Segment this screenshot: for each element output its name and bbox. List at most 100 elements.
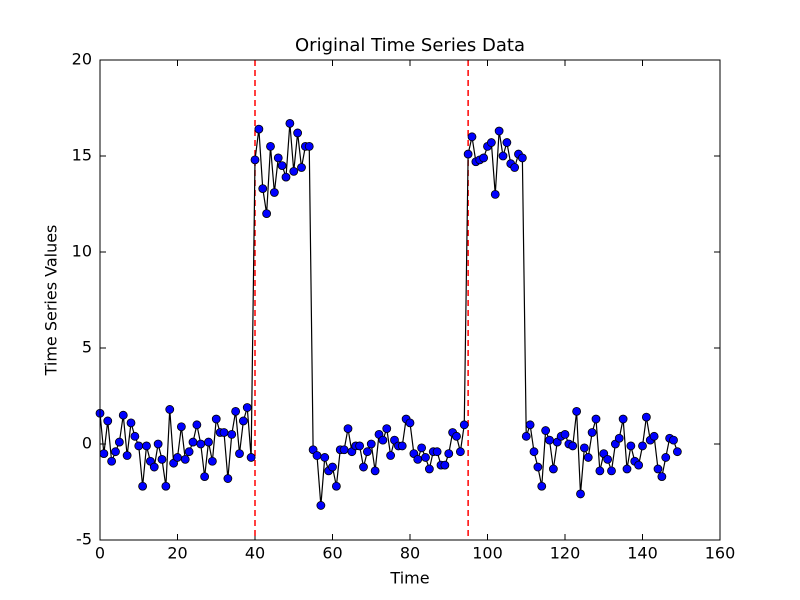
data-point bbox=[242, 403, 252, 412]
data-point bbox=[618, 414, 628, 424]
data-point bbox=[331, 481, 341, 491]
data-point bbox=[196, 439, 206, 449]
data-point bbox=[297, 163, 306, 172]
data-point bbox=[669, 435, 678, 445]
data-point bbox=[463, 149, 473, 159]
data-point bbox=[343, 424, 353, 434]
data-point bbox=[180, 454, 190, 464]
data-point bbox=[266, 141, 275, 151]
data-point bbox=[207, 456, 217, 466]
data-point bbox=[459, 420, 469, 430]
data-point bbox=[130, 431, 140, 441]
data-point bbox=[204, 437, 213, 447]
data-point bbox=[490, 189, 500, 199]
data-point bbox=[641, 412, 651, 422]
data-point bbox=[417, 443, 427, 453]
y-tick-label: 20 bbox=[72, 50, 92, 69]
data-point bbox=[386, 451, 396, 460]
y-tick-label: 10 bbox=[72, 242, 92, 261]
data-point bbox=[173, 453, 182, 462]
y-tick-label: -5 bbox=[76, 530, 92, 549]
data-point bbox=[304, 141, 314, 151]
data-point bbox=[269, 188, 279, 197]
data-point bbox=[653, 464, 663, 474]
data-point bbox=[339, 445, 349, 455]
data-point bbox=[211, 414, 221, 424]
y-tick-label: 0 bbox=[82, 434, 92, 453]
data-point bbox=[122, 451, 132, 460]
data-point bbox=[579, 443, 589, 453]
data-point bbox=[258, 184, 268, 194]
data-point bbox=[359, 462, 368, 472]
x-tick-label: 40 bbox=[245, 544, 265, 563]
data-point bbox=[188, 437, 198, 447]
data-point bbox=[587, 428, 597, 437]
data-point bbox=[657, 472, 667, 482]
data-point bbox=[607, 466, 616, 476]
data-point bbox=[649, 431, 659, 441]
data-point bbox=[111, 447, 120, 457]
data-point bbox=[285, 118, 295, 128]
data-point bbox=[293, 128, 303, 138]
data-point bbox=[614, 433, 624, 443]
data-point bbox=[424, 464, 434, 474]
data-point bbox=[413, 454, 423, 464]
data-point bbox=[583, 453, 593, 462]
data-point bbox=[161, 481, 171, 491]
data-point bbox=[118, 410, 128, 420]
data-point bbox=[533, 462, 543, 472]
data-point bbox=[378, 435, 388, 445]
x-tick-label: 100 bbox=[472, 544, 503, 563]
x-tick-label: 20 bbox=[167, 544, 187, 563]
x-tick-label: 0 bbox=[95, 544, 105, 563]
data-point bbox=[452, 431, 461, 441]
data-point bbox=[219, 428, 229, 437]
data-point bbox=[421, 453, 430, 462]
data-point bbox=[227, 429, 237, 439]
data-point bbox=[444, 449, 454, 459]
data-point bbox=[560, 429, 570, 439]
data-point bbox=[99, 449, 109, 459]
data-point bbox=[576, 489, 585, 499]
data-point bbox=[626, 441, 636, 451]
data-point bbox=[622, 464, 632, 474]
data-point bbox=[289, 166, 299, 176]
data-point bbox=[510, 163, 520, 172]
data-point bbox=[134, 441, 144, 451]
data-point bbox=[103, 416, 113, 426]
data-point bbox=[114, 437, 124, 447]
data-point bbox=[548, 464, 558, 474]
data-point bbox=[184, 447, 194, 457]
data-point bbox=[362, 447, 372, 457]
x-tick-label: 140 bbox=[627, 544, 658, 563]
data-point bbox=[231, 406, 241, 416]
data-point bbox=[223, 474, 233, 483]
data-point bbox=[440, 460, 450, 470]
data-point bbox=[142, 441, 151, 451]
data-point bbox=[467, 132, 477, 142]
data-point bbox=[366, 439, 376, 449]
data-point bbox=[498, 151, 508, 161]
data-point bbox=[370, 466, 380, 476]
data-point bbox=[525, 420, 535, 430]
data-point bbox=[176, 422, 186, 432]
y-tick-label: 5 bbox=[82, 338, 92, 357]
data-point bbox=[355, 441, 365, 451]
data-point bbox=[479, 153, 489, 163]
data-point bbox=[277, 161, 287, 171]
data-point bbox=[517, 153, 527, 163]
data-point bbox=[149, 462, 159, 472]
x-tick-label: 60 bbox=[322, 544, 342, 563]
data-point bbox=[572, 406, 582, 416]
data-point bbox=[638, 441, 647, 451]
data-point bbox=[316, 501, 326, 510]
data-point bbox=[521, 431, 531, 441]
y-tick-label: 15 bbox=[72, 146, 92, 165]
data-point bbox=[157, 454, 167, 464]
data-point bbox=[107, 456, 117, 466]
data-point bbox=[238, 416, 248, 426]
data-point bbox=[603, 454, 613, 464]
data-point bbox=[672, 447, 682, 457]
data-point bbox=[254, 124, 264, 134]
